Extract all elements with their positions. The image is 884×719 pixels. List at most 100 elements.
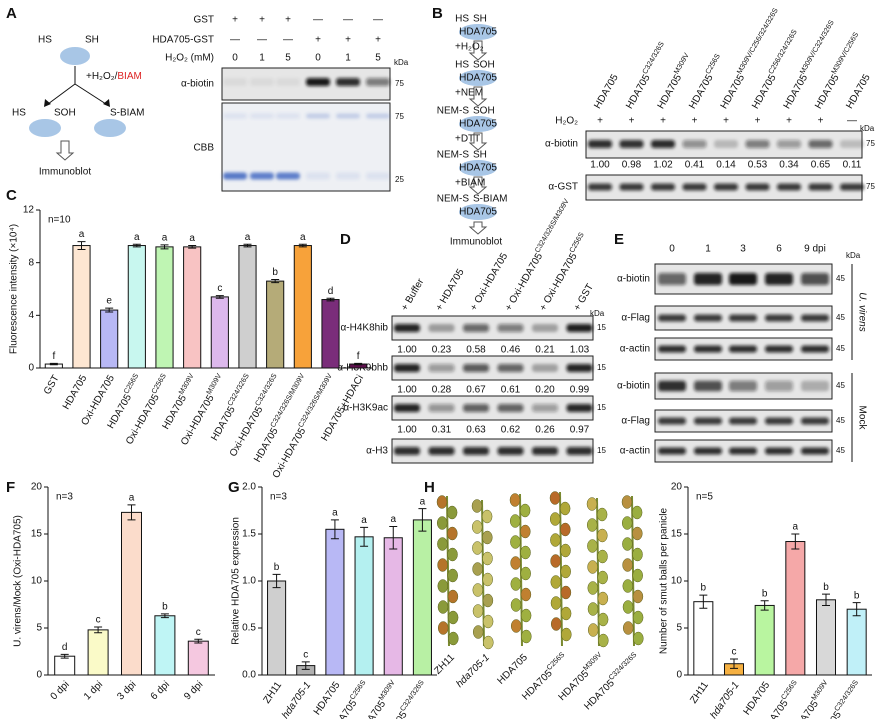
- grain: [622, 579, 634, 593]
- band: [463, 364, 489, 372]
- grain: [559, 501, 571, 516]
- x-tick-label-sup: C324/326S: [253, 372, 279, 408]
- quant-label: 1.02: [653, 160, 673, 171]
- treatment-label: H₂O₂: [555, 116, 578, 127]
- grain: [446, 505, 458, 520]
- grain: [560, 606, 572, 621]
- y-tick-label: 0.0: [242, 670, 256, 681]
- grain: [436, 516, 448, 530]
- lane-label: 3: [740, 244, 746, 255]
- panel-label: C: [6, 187, 17, 204]
- band: [801, 380, 829, 392]
- band: [619, 140, 644, 148]
- y-tick-label: 20: [671, 482, 683, 493]
- error-bar: [215, 295, 224, 299]
- grain: [587, 602, 599, 616]
- grain: [598, 633, 609, 648]
- grain: [549, 512, 561, 526]
- quant-label: 0.65: [811, 160, 831, 171]
- band: [840, 183, 864, 191]
- y-tick-label: 5: [36, 623, 42, 634]
- band: [765, 417, 793, 425]
- reagent-label: +H₂O₂/BIAM: [86, 71, 142, 82]
- band: [588, 183, 612, 191]
- panel-label: D: [340, 231, 351, 248]
- condition-mark: —: [257, 35, 267, 46]
- panicle-label-sup: C324/326S: [606, 650, 638, 682]
- significance-letter: f: [52, 351, 55, 362]
- band: [801, 273, 829, 285]
- bar: [693, 601, 714, 676]
- quant-label: 0.46: [501, 345, 521, 356]
- significance-letter: b: [701, 583, 707, 594]
- significance-letter: a: [361, 515, 367, 526]
- blot-label: α-biotin: [545, 139, 578, 150]
- condition-mark: +: [375, 35, 381, 46]
- arrow-head: [103, 99, 110, 107]
- significance-letter: b: [854, 590, 860, 601]
- x-tick-label: 0 dpi: [49, 679, 72, 702]
- size-marker: 75: [866, 139, 875, 148]
- quant-label: 0.58: [466, 345, 486, 356]
- blot-label: α-Flag: [621, 416, 650, 427]
- y-axis-label: Fluorescence intensity (×10⁴): [9, 224, 20, 354]
- bar: [183, 246, 202, 369]
- quant-label: 0.41: [685, 160, 705, 171]
- blot-label: α-H3K9ac: [343, 403, 388, 414]
- x-tick-label-sup: M309V: [809, 678, 830, 702]
- lane-label: 1: [705, 244, 711, 255]
- band: [336, 78, 360, 86]
- arrow-head: [44, 99, 51, 107]
- lane-label-sup: C324/326S/M309V: [532, 197, 570, 254]
- band: [428, 447, 455, 455]
- error-bar: [105, 307, 114, 313]
- x-tick-label: HDA705: [742, 680, 773, 718]
- error-bar: [160, 613, 169, 619]
- significance-letter: b: [823, 582, 829, 593]
- bar: [127, 245, 146, 369]
- state-label: SH: [473, 150, 487, 161]
- error-bar: [418, 508, 427, 532]
- state-label: SOH: [473, 60, 495, 71]
- lane-label: 9 dpi: [804, 244, 826, 255]
- quant-label: 0.63: [466, 425, 486, 436]
- lane-label: + Oxi-HDA705C324/326S/M309V: [500, 197, 575, 313]
- lane-label-sup: M309V: [671, 51, 690, 75]
- significance-letter: b: [162, 602, 168, 613]
- lane-label-sup: C256/324/326S: [766, 28, 799, 76]
- flow-arrow: [468, 40, 488, 61]
- band: [497, 324, 524, 332]
- x-tick-label-sup: C324/326S: [832, 678, 860, 713]
- condition-mark: +: [232, 15, 238, 26]
- error-bar: [49, 362, 58, 366]
- protein: [459, 24, 497, 40]
- grain: [632, 568, 643, 583]
- grain: [481, 509, 493, 524]
- x-tick-label-base: HDA705: [160, 393, 189, 432]
- significance-letter: c: [217, 283, 222, 294]
- band: [566, 324, 593, 332]
- flow-arrow: [468, 132, 488, 151]
- band: [428, 324, 455, 332]
- bar: [155, 246, 174, 369]
- thiol-label: HS: [455, 60, 469, 71]
- grain: [597, 591, 609, 606]
- lane-label: HDA705: [844, 72, 873, 111]
- grain: [520, 587, 532, 602]
- size-marker: 25: [395, 175, 404, 184]
- band: [801, 417, 829, 425]
- bar: [266, 280, 285, 369]
- lane-label: + HDA705: [434, 267, 467, 313]
- grain: [437, 621, 449, 635]
- size-marker: 75: [395, 79, 404, 88]
- arrow-line: [74, 83, 107, 105]
- size-marker: 15: [597, 323, 606, 332]
- band: [497, 404, 524, 412]
- grain: [622, 558, 633, 572]
- panel-label: F: [6, 479, 15, 496]
- panicle-label: ZH11: [432, 652, 457, 677]
- y-axis-label: U. virens/Mock (Oxi-HDA705): [13, 515, 24, 647]
- grain: [631, 505, 643, 520]
- protein: [60, 47, 90, 65]
- condition-mark: 0: [315, 53, 321, 64]
